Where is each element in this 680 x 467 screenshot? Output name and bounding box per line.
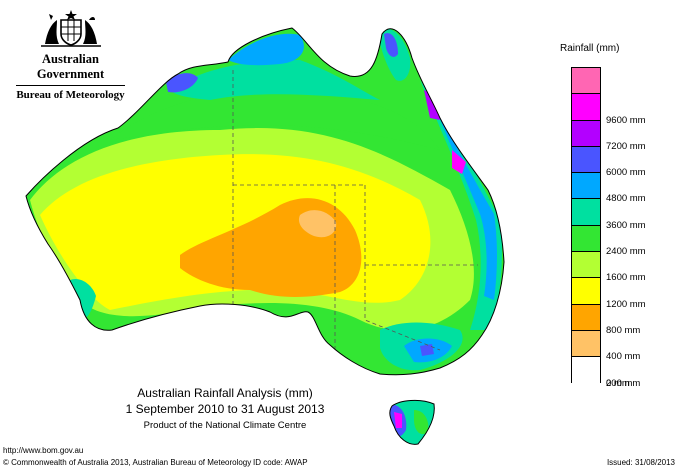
coat-of-arms-icon: [40, 10, 101, 47]
legend-row: 400 mm: [571, 329, 640, 362]
legend-label: 1200 mm: [606, 298, 646, 310]
legend-label: 7200 mm: [606, 140, 646, 152]
logo-divider: [16, 85, 125, 86]
map-title: Australian Rainfall Analysis (mm): [137, 386, 313, 400]
tasmania-rainfall: [389, 400, 435, 445]
map-producer: Product of the National Climate Centre: [143, 420, 307, 431]
copyright-text: © Commonwealth of Australia 2013, Austra…: [3, 458, 252, 467]
legend-title: Rainfall (mm): [560, 43, 620, 54]
legend-swatch: [571, 67, 601, 94]
legend-row: 1600 mm: [571, 251, 646, 283]
legend-row: [571, 67, 601, 94]
id-code: ID code: AWAP: [253, 458, 308, 467]
legend-label: 6000 mm: [606, 167, 646, 179]
legend-row: 3600 mm: [571, 198, 646, 231]
legend-swatch: [571, 198, 601, 225]
legend-swatch: [571, 277, 601, 304]
legend-label: 200 mm: [606, 377, 641, 389]
tasmania-coastline: [389, 399, 435, 445]
legend-row: 800 mm: [571, 303, 640, 336]
legend-swatch: [571, 224, 601, 252]
legend-row: 7200 mm: [571, 119, 646, 152]
legend-label: 1600 mm: [606, 272, 646, 284]
rainfall-legend: 9600 mm 7200 mm 6000 mm 4800 mm 3600 mm 2400 …: [571, 67, 646, 389]
legend-swatch: [571, 356, 601, 383]
mainland-coastline: [25, 27, 505, 376]
legend-row: 200 mm: [571, 356, 640, 389]
legend-label: 400 mm: [606, 351, 641, 363]
legend-label: 4800 mm: [606, 193, 646, 205]
legend-swatch: [571, 251, 601, 278]
map-date-range: 1 September 2010 to 31 August 2013: [125, 402, 325, 416]
government-name: Australian Government: [36, 52, 105, 81]
legend-label: 0 mm: [606, 377, 630, 389]
legend-row: 2400 mm: [571, 224, 646, 257]
legend-swatch: [571, 172, 601, 199]
legend-row: 1200 mm: [571, 277, 646, 310]
legend-label: 9600 mm: [606, 114, 646, 126]
legend-label: 3600 mm: [606, 219, 646, 231]
legend-row: 9600 mm: [571, 93, 646, 126]
legend-swatch: [571, 329, 601, 357]
website-url: http://www.bom.gov.au: [3, 446, 84, 455]
legend-swatch: [571, 303, 601, 330]
legend-swatch: [571, 119, 601, 146]
bureau-name: Bureau of Meteorology: [16, 89, 125, 101]
legend-swatch: [571, 145, 601, 173]
legend-swatch: [571, 93, 601, 120]
legend-row: 6000 mm: [571, 145, 646, 178]
legend-row: 4800 mm: [571, 172, 646, 204]
government-logo: Australian Government Bureau of Meteorol…: [8, 8, 133, 101]
legend-label: 2400 mm: [606, 246, 646, 258]
issued-date: Issued: 31/08/2013: [606, 458, 675, 467]
legend-label: 800 mm: [606, 324, 641, 336]
map-title-block: Australian Rainfall Analysis (mm) 1 Sept…: [95, 386, 355, 431]
